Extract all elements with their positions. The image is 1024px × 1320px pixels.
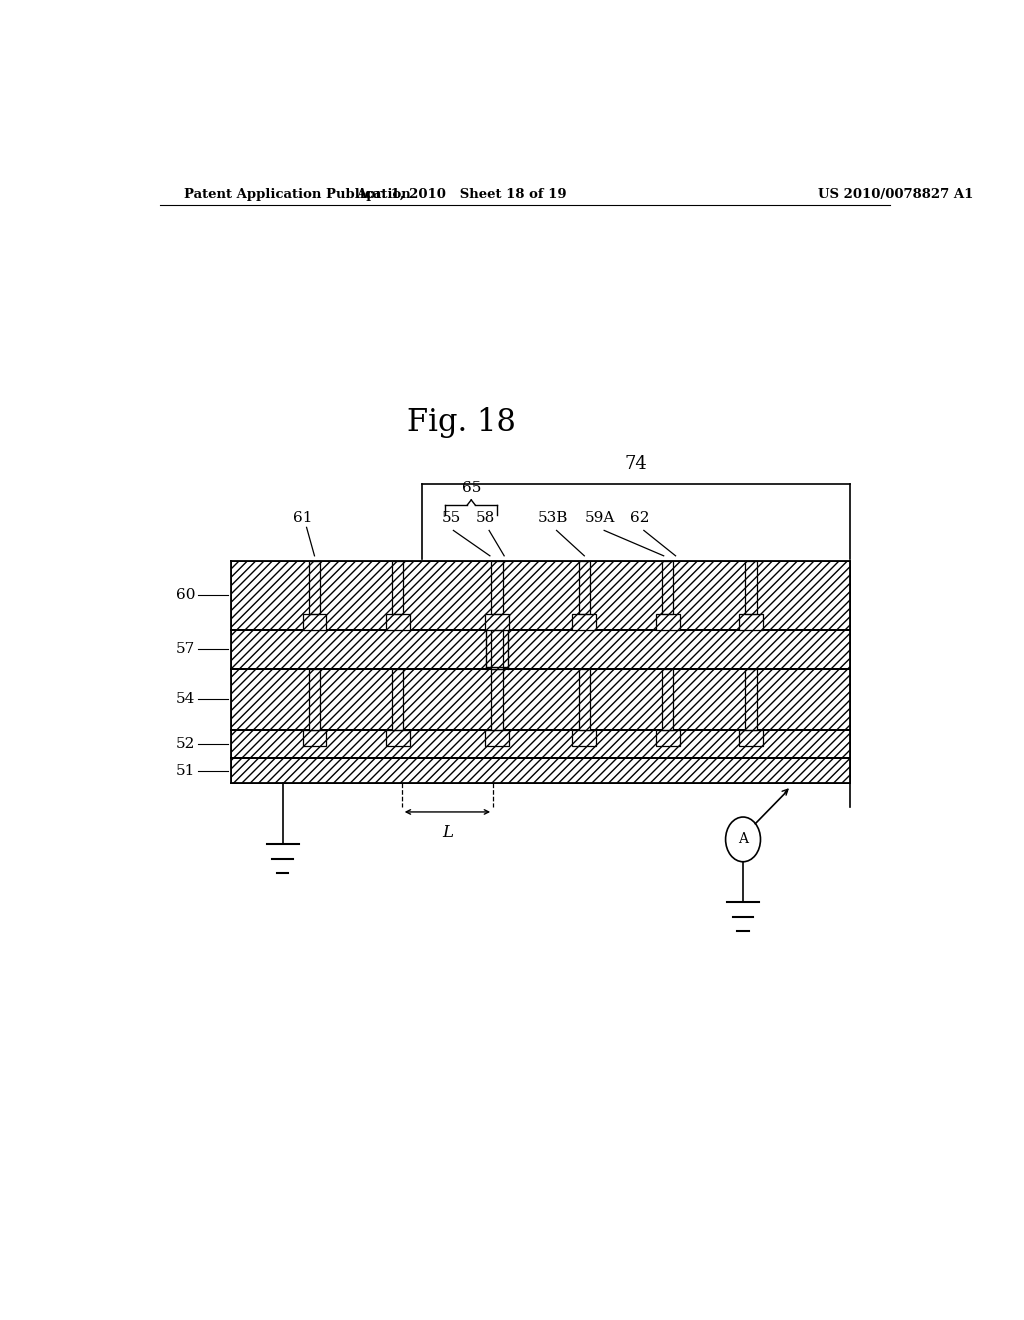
Bar (663, 561, 673, 614)
Text: 53B: 53B (538, 511, 567, 525)
Text: 74: 74 (625, 455, 647, 474)
Bar (309, 561, 321, 614)
Text: 51: 51 (176, 764, 196, 777)
Bar (485, 614, 509, 630)
Bar (386, 730, 410, 746)
Bar (231, 630, 850, 669)
Bar (492, 669, 503, 730)
Bar (231, 730, 850, 758)
Text: 55: 55 (441, 511, 461, 525)
Bar (655, 614, 680, 630)
Bar (492, 669, 503, 730)
Bar (303, 730, 327, 746)
Text: 65: 65 (462, 480, 481, 495)
Bar (745, 669, 757, 730)
Text: 60: 60 (176, 589, 196, 602)
Bar (392, 561, 403, 614)
Bar (303, 614, 327, 630)
Circle shape (726, 817, 761, 862)
Text: US 2010/0078827 A1: US 2010/0078827 A1 (818, 189, 974, 202)
Text: Patent Application Publication: Patent Application Publication (183, 189, 411, 202)
Bar (572, 730, 596, 746)
Bar (386, 614, 410, 630)
Bar (663, 561, 673, 614)
Bar (386, 614, 410, 630)
Bar (392, 669, 403, 730)
Bar (745, 561, 757, 614)
Text: 61: 61 (293, 511, 312, 525)
Bar (309, 561, 321, 614)
Text: 62: 62 (630, 511, 649, 525)
Bar (485, 730, 509, 746)
Bar (392, 669, 403, 730)
Bar (572, 614, 596, 630)
Bar (579, 669, 590, 730)
Text: 54: 54 (176, 692, 196, 706)
Bar (492, 561, 503, 614)
Bar (303, 730, 327, 746)
Bar (739, 614, 763, 630)
Bar (745, 561, 757, 614)
Bar (572, 730, 596, 746)
Bar (303, 614, 327, 630)
Bar (492, 561, 503, 614)
Text: 58: 58 (475, 511, 495, 525)
Bar (309, 669, 321, 730)
Bar (231, 669, 850, 730)
Bar (572, 614, 596, 630)
Bar (579, 669, 590, 730)
Bar (231, 561, 850, 630)
Bar (579, 561, 590, 614)
Bar (745, 669, 757, 730)
Bar (492, 630, 503, 669)
Bar (655, 730, 680, 746)
Bar (485, 730, 509, 746)
Bar (309, 669, 321, 730)
Bar (739, 730, 763, 746)
Bar (739, 730, 763, 746)
Text: Fig. 18: Fig. 18 (407, 407, 516, 438)
Text: Apr. 1, 2010   Sheet 18 of 19: Apr. 1, 2010 Sheet 18 of 19 (356, 189, 566, 202)
Bar (663, 669, 673, 730)
Bar (485, 614, 509, 630)
Text: L: L (442, 824, 453, 841)
Bar (663, 669, 673, 730)
Text: 59A: 59A (585, 511, 615, 525)
Bar (231, 758, 850, 784)
Bar (739, 614, 763, 630)
Bar (392, 561, 403, 614)
Bar (492, 630, 503, 669)
Bar (655, 730, 680, 746)
Bar (386, 730, 410, 746)
Bar (655, 614, 680, 630)
Text: 57: 57 (176, 643, 196, 656)
Text: 52: 52 (176, 737, 196, 751)
Bar (579, 561, 590, 614)
Text: A: A (738, 833, 749, 846)
